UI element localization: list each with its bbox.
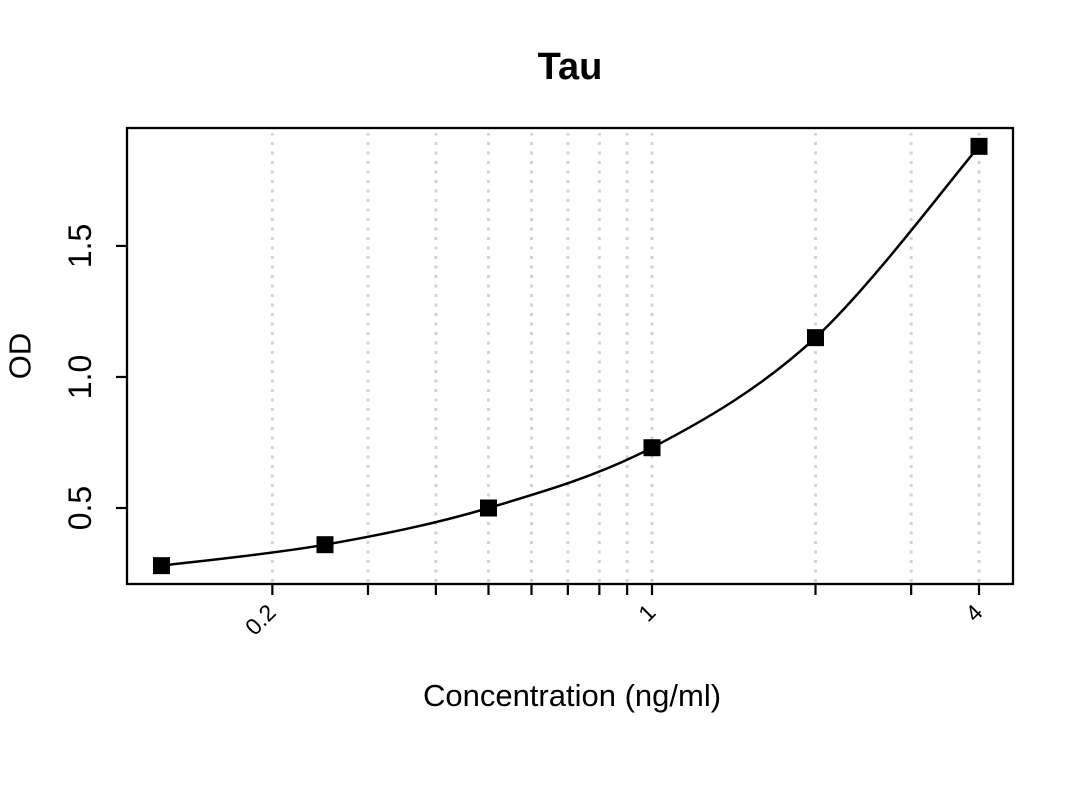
y-tick-label: 1.5 xyxy=(62,224,98,268)
data-point-marker xyxy=(970,137,988,155)
curve-line xyxy=(161,145,980,567)
x-axis-ticks xyxy=(271,584,981,595)
y-axis-title: OD xyxy=(3,333,38,380)
x-axis-title: Concentration (ng/ml) xyxy=(423,678,721,713)
data-point-markers xyxy=(152,137,988,575)
y-axis-ticks xyxy=(116,244,127,510)
plot-border xyxy=(125,126,1015,586)
data-point-marker xyxy=(152,557,170,575)
vertical-gridlines xyxy=(270,133,981,582)
chart-title: Tau xyxy=(538,46,603,88)
data-point-marker xyxy=(316,536,334,554)
x-tick-labels: 0.2 1 4 xyxy=(240,599,988,640)
y-tick-label: 1.0 xyxy=(62,355,98,399)
x-tick-label: 4 xyxy=(960,599,988,627)
x-tick-label: 0.2 xyxy=(240,599,281,640)
x-tick-label: 1 xyxy=(633,599,660,626)
data-point-marker xyxy=(643,439,661,457)
data-point-marker xyxy=(807,329,825,347)
y-tick-label: 0.5 xyxy=(62,486,98,530)
data-point-marker xyxy=(479,499,497,517)
y-tick-labels: 0.5 1.0 1.5 xyxy=(62,224,98,531)
